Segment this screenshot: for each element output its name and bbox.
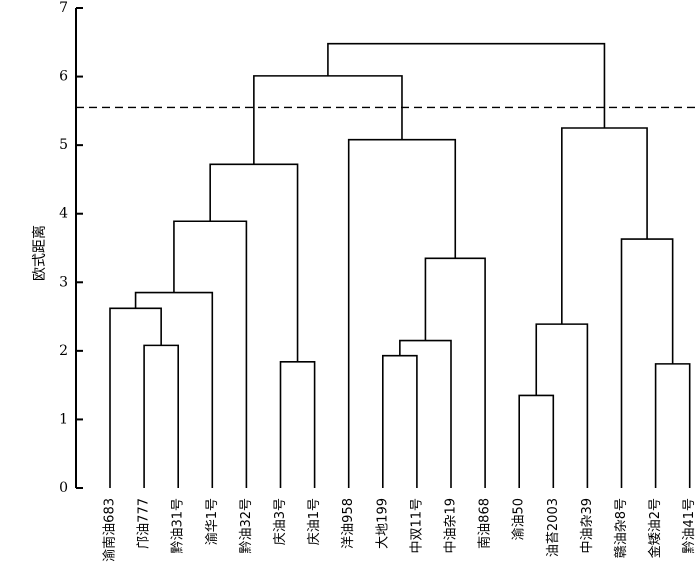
- y-tick-label: 2: [59, 343, 68, 359]
- dendrogram-link: [134, 291, 214, 488]
- dendrogram-link: [654, 363, 691, 488]
- dendrogram-link: [518, 394, 555, 488]
- leaf-label: 黔油32号: [239, 498, 254, 554]
- dendrogram-link: [173, 220, 248, 488]
- dendrogram-link: [209, 163, 299, 362]
- y-tick-label: 4: [59, 206, 68, 222]
- y-axis: 0 1 2 3 4 5 6 7: [59, 0, 83, 496]
- leaf-labels: 渝南油683 邝油777 黔油31号 渝华1号 黔油32号 庆油3号 庆油1号 洋油958 大地…: [102, 498, 698, 562]
- y-tick-label: 0: [59, 480, 68, 496]
- leaf-label: 赣油杂8号: [614, 498, 629, 558]
- leaf-label: 渝南油683: [102, 498, 118, 562]
- leaf-label: 黔油41号: [682, 498, 697, 554]
- dendrogram-tree: [109, 42, 691, 488]
- dendrogram-link: [424, 257, 486, 488]
- leaf-label: 庆油3号: [273, 498, 288, 545]
- dendrogram-link: [279, 361, 316, 488]
- dendrogram-link: [143, 344, 179, 488]
- y-tick-label: 5: [59, 137, 68, 153]
- leaf-label: 金矮油2号: [647, 498, 663, 558]
- dendrogram-link: [620, 238, 674, 488]
- dendrogram-link: [535, 323, 589, 488]
- dendrogram-link: [327, 42, 606, 128]
- leaf-label: 大地199: [375, 498, 390, 549]
- leaf-label: 中双11号: [409, 498, 424, 554]
- leaf-label: 中油杂39: [580, 498, 595, 554]
- y-axis-label: 欧式距离: [31, 225, 48, 281]
- dendrogram-link: [347, 138, 457, 488]
- leaf-label: 油苔2003: [546, 498, 561, 557]
- y-tick-label: 6: [59, 69, 68, 85]
- leaf-label: 中油杂19: [444, 498, 459, 554]
- leaf-label: 庆油1号: [307, 498, 322, 545]
- leaf-label: 邝油777: [137, 498, 152, 549]
- leaf-label: 黔油31号: [171, 498, 186, 554]
- y-tick-label: 3: [59, 274, 68, 290]
- y-tick-label: 7: [59, 0, 68, 16]
- dendrogram-link: [382, 354, 418, 488]
- leaf-label: 渝油50: [511, 498, 527, 541]
- y-tick-label: 1: [59, 411, 68, 427]
- dendrogram-link: [109, 307, 162, 488]
- dendrogram-link: [253, 75, 403, 165]
- leaf-label: 南油868: [477, 498, 493, 549]
- dendrogram-link: [399, 339, 452, 488]
- leaf-label: 渝华1号: [204, 498, 220, 545]
- dendrogram-link: [561, 127, 648, 325]
- leaf-label: 洋油958: [341, 498, 356, 549]
